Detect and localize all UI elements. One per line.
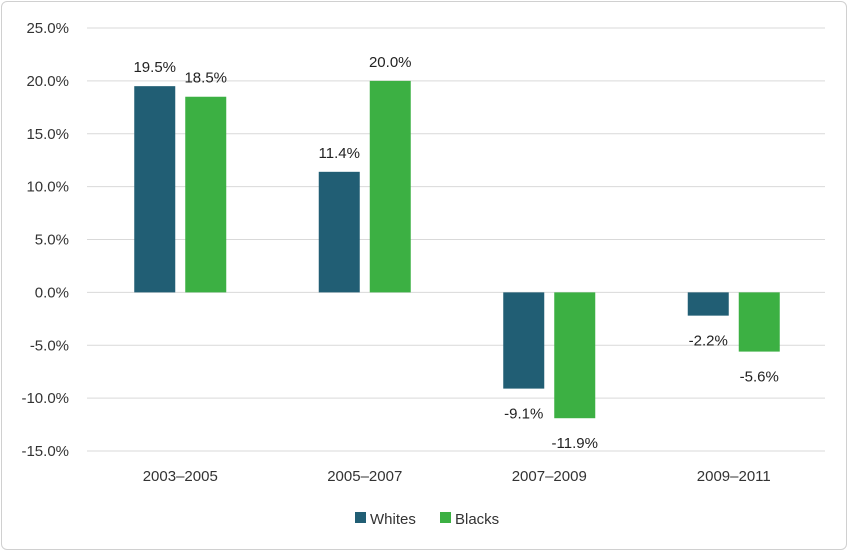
data-label: -5.6% [740,369,779,386]
y-tick-label: -5.0% [30,337,69,354]
y-tick-label: 5.0% [35,232,69,249]
x-axis: 2003–2005 2005–2007 2007–2009 2009–2011 [143,468,771,485]
bar-whites-3 [503,292,545,389]
data-label: -9.1% [504,406,543,423]
y-tick-label: 20.0% [26,73,69,90]
legend-label-blacks: Blacks [455,511,499,528]
legend: Whites Blacks [355,511,499,528]
x-tick-label: 2007–2009 [512,468,587,485]
y-tick-label: 0.0% [35,284,69,301]
legend-label-whites: Whites [370,511,416,528]
bars [134,80,780,419]
x-tick-label: 2009–2011 [697,468,771,485]
y-tick-label: 15.0% [26,126,69,143]
data-label: 20.0% [369,54,412,71]
bar-blacks-3 [554,292,596,419]
data-label: -2.2% [689,333,728,350]
y-tick-label: 10.0% [26,179,69,196]
legend-swatch-blacks [440,512,451,523]
bar-blacks-4 [738,292,780,352]
bar-whites-1 [134,86,176,293]
y-tick-label: 25.0% [26,20,69,37]
data-labels: 19.5% 18.5% 11.4% 20.0% -9.1% -11.9% -2.2% -5.6… [133,54,778,452]
y-axis: 25.0% 20.0% 15.0% 10.0% 5.0% 0.0% -5.0% -10.0% -… [21,20,69,460]
bar-whites-2 [318,171,360,293]
data-label: 11.4% [319,145,360,162]
x-tick-label: 2005–2007 [327,468,402,485]
data-label: 18.5% [184,70,227,87]
y-tick-label: -15.0% [21,443,69,460]
x-tick-label: 2003–2005 [143,468,218,485]
bar-whites-4 [687,292,729,316]
data-label: 19.5% [133,59,176,76]
data-label: -11.9% [552,435,598,452]
y-tick-label: -10.0% [21,390,69,407]
legend-swatch-whites [355,512,366,523]
bar-blacks-2 [369,80,411,293]
bar-blacks-1 [185,96,227,293]
